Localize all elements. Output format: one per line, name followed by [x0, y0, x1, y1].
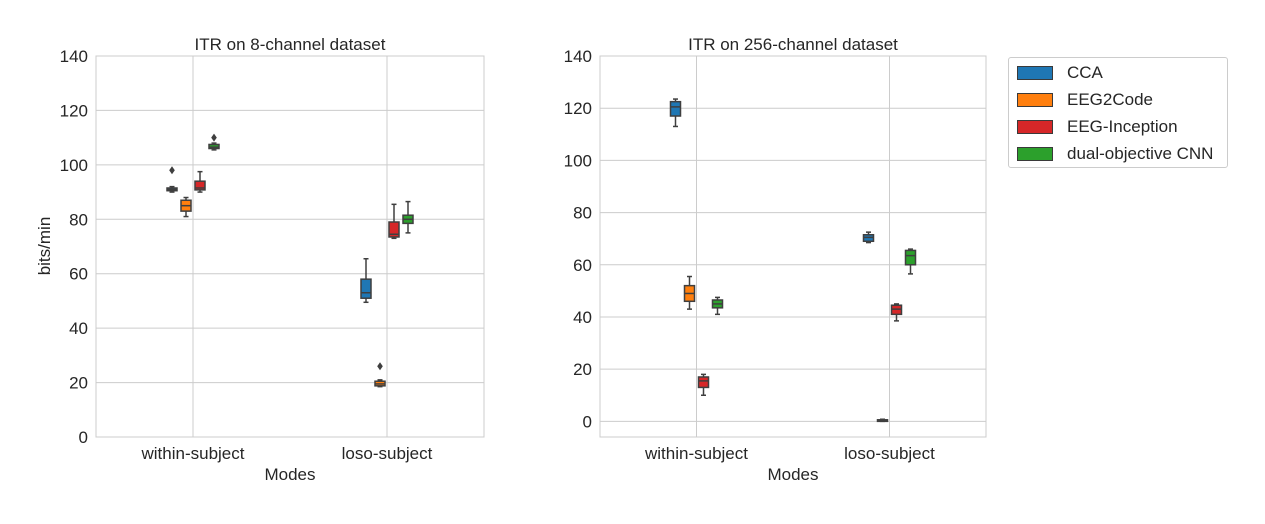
left-y-tick-20: 20	[69, 374, 88, 393]
legend-label-eeg2code: EEG2Code	[1067, 90, 1153, 109]
left-chart-panel: 0 20 40 60 80 100 120 140 within-subject loso-su…	[35, 35, 485, 484]
right-y-tick-80: 80	[573, 204, 592, 223]
left-y-tick-120: 120	[60, 101, 88, 120]
left-box-eeg2code-loso-subject	[374, 362, 386, 388]
box-iqr	[669, 100, 682, 117]
left-y-tick-100: 100	[60, 156, 88, 175]
right-y-tick-140: 140	[564, 47, 592, 66]
right-y-tick-120: 120	[564, 99, 592, 118]
left-y-axis-label: bits/min	[35, 217, 54, 276]
left-box-cca-loso-subject	[360, 257, 372, 304]
left-box-eeg2code-within-subject	[180, 196, 192, 218]
right-box-cca-loso-subject	[862, 231, 875, 244]
box-iqr	[194, 180, 206, 191]
right-box-cca-within-subject	[669, 98, 682, 128]
right-gridlines	[600, 55, 986, 437]
legend-label-eeg-inception: EEG-Inception	[1067, 117, 1178, 136]
legend-swatch-cca	[1017, 66, 1053, 80]
legend-label-dual-objective-cnn: dual-objective CNN	[1067, 144, 1214, 163]
left-gridlines	[96, 55, 484, 438]
left-box-cca-within-subject	[166, 166, 178, 193]
left-y-tick-60: 60	[69, 265, 88, 284]
left-y-tick-0: 0	[79, 428, 88, 447]
outlier-point	[377, 362, 383, 371]
left-boxplots	[166, 133, 414, 388]
legend-swatch-eeg-inception	[1017, 120, 1053, 134]
left-box-dual-objective-cnn-within-subject	[208, 133, 220, 151]
left-box-eeg-inception-loso-subject	[388, 203, 400, 240]
legend-item-eeg-inception: EEG-Inception	[1017, 116, 1178, 138]
left-box-eeg-inception-within-subject	[194, 170, 206, 193]
right-x-tick-labels: within-subject loso-subject	[644, 444, 935, 463]
left-y-tick-80: 80	[69, 210, 88, 229]
left-x-tick-within-subject: within-subject	[141, 444, 245, 463]
right-y-tick-labels: 0 20 40 60 80 100 120 140	[564, 47, 592, 431]
outlier-point	[169, 166, 175, 175]
legend-item-cca: CCA	[1017, 62, 1103, 84]
legend-swatch-dual-objective-cnn	[1017, 147, 1053, 161]
left-plot-area	[95, 55, 485, 438]
right-box-dual-objective-cnn-within-subject	[711, 296, 724, 316]
left-y-tick-40: 40	[69, 319, 88, 338]
box-iqr	[697, 376, 710, 389]
left-box-dual-objective-cnn-loso-subject	[402, 200, 414, 234]
right-boxplots	[669, 98, 917, 423]
outlier-point	[211, 133, 217, 142]
left-x-tick-loso-subject: loso-subject	[342, 444, 433, 463]
right-box-eeg2code-loso-subject	[876, 418, 889, 423]
legend-label-cca: CCA	[1067, 63, 1103, 82]
right-y-tick-0: 0	[583, 412, 592, 431]
left-x-tick-labels: within-subject loso-subject	[141, 444, 433, 463]
box-iqr	[904, 249, 917, 266]
right-box-eeg-inception-within-subject	[697, 373, 710, 396]
right-y-tick-20: 20	[573, 360, 592, 379]
right-chart-panel: 0 20 40 60 80 100 120 140 within-subject loso-su…	[564, 35, 987, 484]
legend: CCA EEG2Code EEG-Inception dual-objectiv…	[1008, 57, 1228, 168]
right-plot-area	[599, 55, 987, 438]
right-x-axis-label: Modes	[767, 465, 818, 484]
legend-item-dual-objective-cnn: dual-objective CNN	[1017, 143, 1213, 165]
left-y-tick-140: 140	[60, 47, 88, 66]
box-iqr	[360, 278, 372, 299]
right-x-tick-loso-subject: loso-subject	[844, 444, 935, 463]
right-box-dual-objective-cnn-loso-subject	[904, 248, 917, 275]
box-iqr	[388, 221, 400, 238]
left-chart-title: ITR on 8-channel dataset	[195, 35, 386, 54]
right-y-tick-40: 40	[573, 308, 592, 327]
right-box-eeg-inception-loso-subject	[890, 303, 903, 322]
left-x-axis-label: Modes	[264, 465, 315, 484]
right-box-eeg2code-within-subject	[683, 275, 696, 310]
left-y-tick-labels: 0 20 40 60 80 100 120 140	[60, 47, 88, 447]
right-chart-title: ITR on 256-channel dataset	[688, 35, 898, 54]
right-y-tick-100: 100	[564, 151, 592, 170]
legend-item-eeg2code: EEG2Code	[1017, 89, 1153, 111]
right-x-tick-within-subject: within-subject	[644, 444, 748, 463]
legend-swatch-eeg2code	[1017, 93, 1053, 107]
right-y-tick-60: 60	[573, 256, 592, 275]
